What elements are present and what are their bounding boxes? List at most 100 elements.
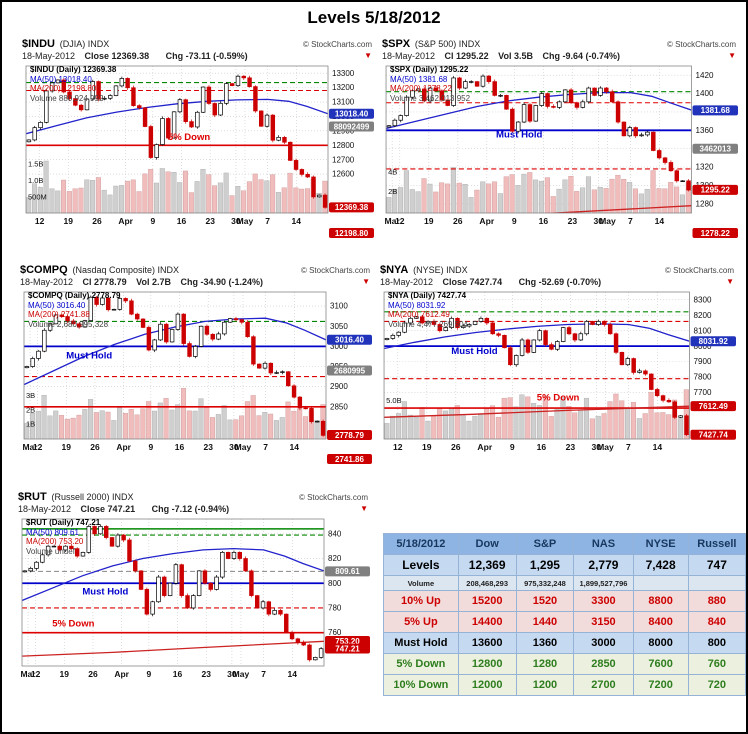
chart-header: $RUT (Russell 2000) INDX © StockCharts.c… <box>18 491 370 504</box>
chart-close-value: Close 7427.74 <box>442 277 503 287</box>
x-axis-label: 26 <box>453 216 463 226</box>
volume-bars <box>26 160 328 214</box>
svg-text:8031.92: 8031.92 <box>699 337 729 346</box>
table-row-10-down: 10% Down 12000 1200 2700 7200 720 <box>383 674 746 696</box>
x-axis-label: 16 <box>175 442 185 452</box>
table-cell: 12,369 <box>457 554 517 576</box>
table-cell: 8000 <box>632 632 689 654</box>
table-cell: 2850 <box>573 653 634 675</box>
table-cell: 14400 <box>457 611 517 633</box>
table-cell: 2700 <box>573 674 634 696</box>
x-axis-label: 7 <box>628 216 633 226</box>
col-header-nas: NAS <box>573 533 634 555</box>
x-axis-label: Apr <box>116 442 131 452</box>
table-row-levels: Levels 12,369 1,295 2,779 7,428 747 <box>383 554 746 576</box>
svg-text:12700: 12700 <box>332 155 355 164</box>
x-axis-label: 30 <box>594 216 604 226</box>
svg-text:7800: 7800 <box>694 373 713 382</box>
volume-bars <box>24 388 326 440</box>
chart-compq: $COMPQ (Nasdaq Composite) INDX © StockCh… <box>20 264 372 484</box>
level-lines <box>22 528 324 634</box>
x-axis-label: 7 <box>265 216 270 226</box>
y-axis-labels: 310030503000295029002850 <box>330 302 348 412</box>
svg-text:3050: 3050 <box>330 322 348 331</box>
table-cell: 800 <box>687 632 746 654</box>
change-down-icon: ▼ <box>726 277 734 286</box>
ma200-price-tag: 12198.80 <box>329 228 374 238</box>
table-cell: 720 <box>687 674 746 696</box>
change-down-icon: ▼ <box>360 504 368 513</box>
x-axis-label: 9 <box>512 216 517 226</box>
chart-date: 18-May-2012 <box>380 277 434 287</box>
table-cell: 880 <box>687 590 746 612</box>
table-cell <box>687 575 746 591</box>
table-cell: 3000 <box>573 632 634 654</box>
chart-change-value: Chg -52.69 (-0.70%) <box>518 277 602 287</box>
chart-info-line: 18-May-2012 Close 747.21 Chg -7.12 (-0.9… <box>18 504 370 516</box>
x-axis-label: Mar <box>20 669 36 679</box>
svg-text:1278.22: 1278.22 <box>701 229 731 238</box>
table-cell: 760 <box>687 653 746 675</box>
price-tag: 3016.40 <box>327 334 372 345</box>
ma200-line <box>22 640 324 657</box>
row-label: Must Hold <box>383 632 459 654</box>
x-axis-label: 16 <box>177 216 187 226</box>
y-axis-labels: 840 820 800 780 760 <box>328 529 342 637</box>
x-axis-label: 14 <box>292 216 302 226</box>
price-tag: 1295.22 <box>692 184 738 195</box>
chart-rut: $RUT (Russell 2000) INDX © StockCharts.c… <box>18 491 370 711</box>
x-axis-label: 16 <box>173 669 183 679</box>
ma200-line <box>26 232 328 249</box>
price-tag: 7612.49 <box>690 401 736 412</box>
chart-header: $INDU (DJIA) INDX © StockCharts.com <box>22 38 374 51</box>
svg-text:1320: 1320 <box>696 163 715 172</box>
svg-text:8000: 8000 <box>694 342 713 351</box>
change-down-icon: ▼ <box>362 277 370 286</box>
chart-annotation: Must Hold <box>82 586 128 597</box>
row-label: 10% Down <box>383 674 459 696</box>
svg-text:747.21: 747.21 <box>335 644 360 653</box>
stockcharts-credit: © StockCharts.com <box>302 40 372 49</box>
x-axis-label: 9 <box>146 669 151 679</box>
svg-text:3462013: 3462013 <box>700 145 732 154</box>
x-axis-label: 23 <box>203 442 213 452</box>
x-axis-label: May <box>237 216 254 226</box>
chart-nya: $NYA (NYSE) INDX © StockCharts.com 18-Ma… <box>380 264 736 484</box>
ma200-line <box>384 405 690 418</box>
col-header-dow: Dow <box>457 533 517 555</box>
candlestick-plot-spx: 142014001380136013401320130012804B2BMust… <box>385 65 738 238</box>
chart-annotation: 5% Down <box>168 132 210 143</box>
svg-text:13018.40: 13018.40 <box>335 110 369 119</box>
table-row-must-hold: Must Hold 13600 1360 3000 8000 800 <box>383 632 746 654</box>
x-axis-label: May <box>599 216 616 226</box>
price-tag: 809.61 <box>325 566 370 577</box>
price-tag: 1381.68 <box>692 105 738 116</box>
x-axis-label: 7 <box>626 442 631 452</box>
svg-text:3000: 3000 <box>330 342 348 351</box>
svg-text:7700: 7700 <box>694 388 713 397</box>
table-cell: 840 <box>687 611 746 633</box>
table-cell: 7200 <box>632 674 689 696</box>
price-tag: 88092499 <box>329 121 374 132</box>
chart-annotation: 5% Down <box>52 618 94 629</box>
x-axis-label: 26 <box>451 442 461 452</box>
x-axis-label: Mar <box>22 442 38 452</box>
x-axis-label: 9 <box>510 442 515 452</box>
x-axis-label: 19 <box>424 216 434 226</box>
volume-axis-label: 500M <box>28 192 47 201</box>
table-row-5-up: 5% Up 14400 1440 3150 8400 840 <box>383 611 746 633</box>
svg-text:1381.68: 1381.68 <box>701 106 731 115</box>
chart-index-name: (S&P 500) INDX <box>414 39 481 49</box>
stockcharts-credit: © StockCharts.com <box>666 40 736 49</box>
svg-text:8300: 8300 <box>694 295 713 304</box>
row-label: Volume <box>383 575 459 591</box>
x-axis-label: 26 <box>88 669 98 679</box>
ma50-line <box>22 547 324 602</box>
row-label: 5% Down <box>383 653 459 675</box>
table-row-volume: Volume 208,468,293 975,332,248 1,899,527,79… <box>383 575 746 591</box>
x-axis-label: 12 <box>35 216 45 226</box>
ma200-price-tag: 1278.22 <box>692 228 738 238</box>
chart-volume-value: Vol 2.7B <box>136 277 171 287</box>
candles <box>24 295 326 437</box>
